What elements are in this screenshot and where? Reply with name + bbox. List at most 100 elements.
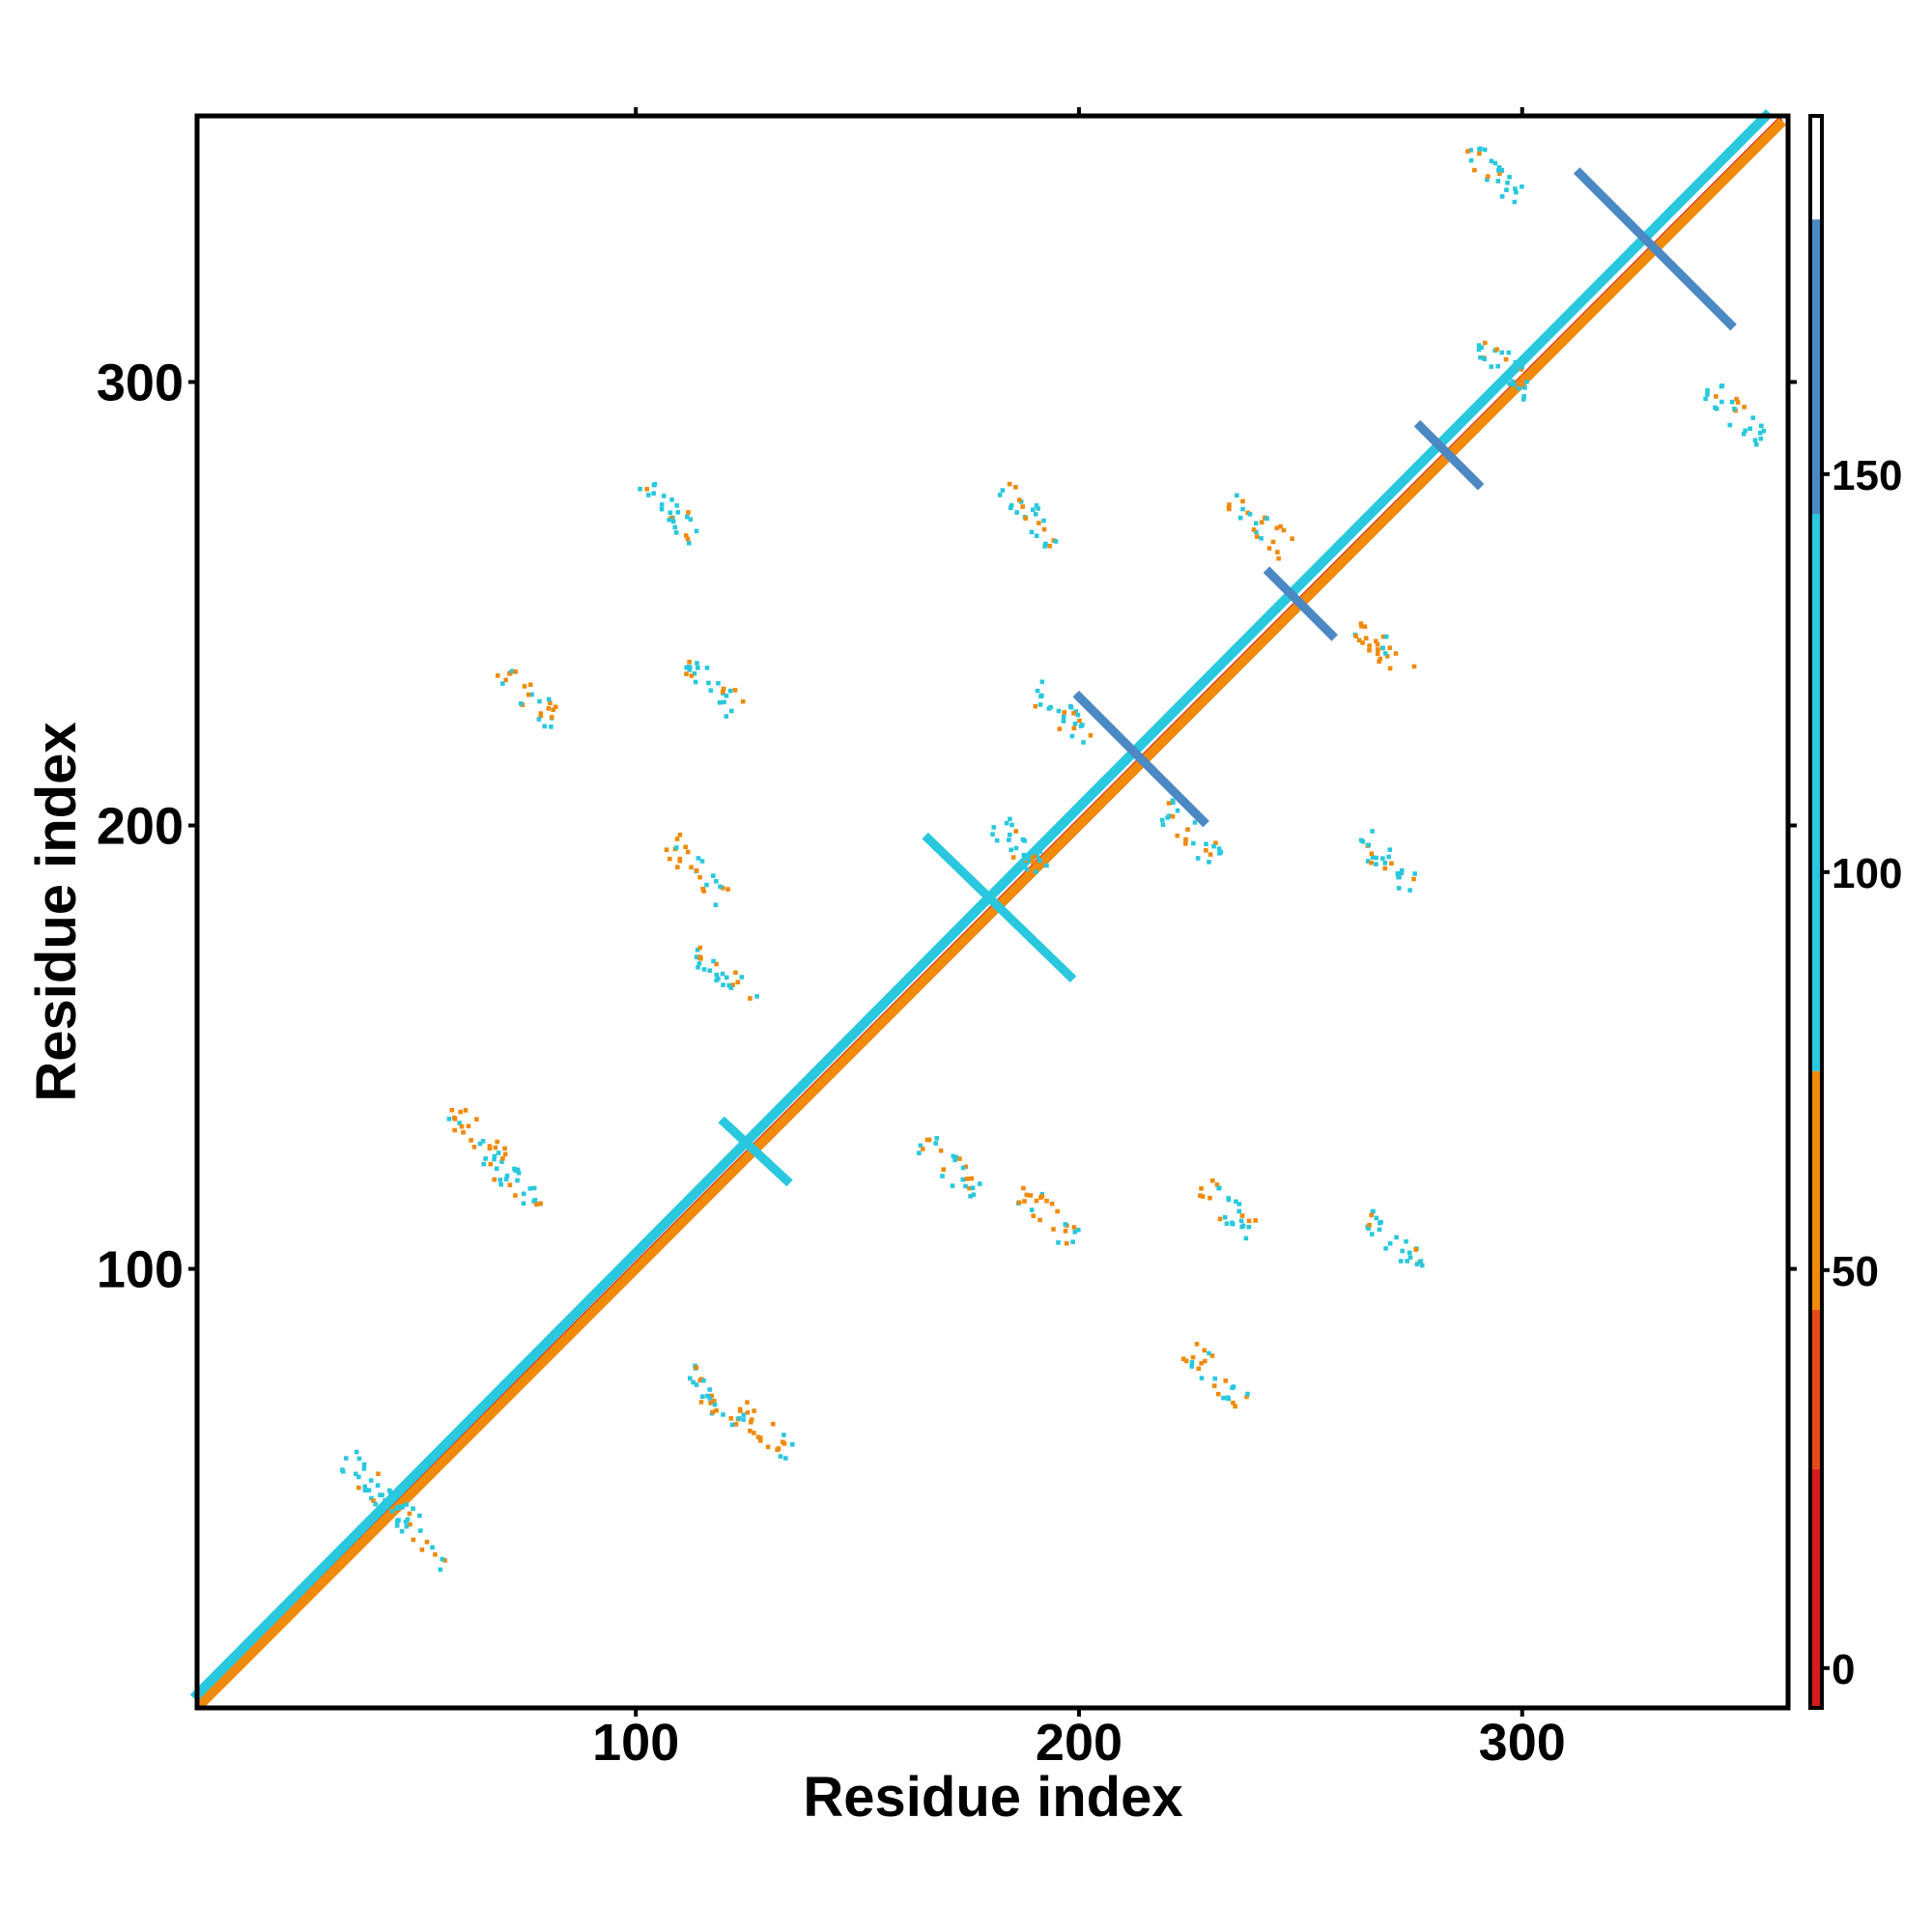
contact-cell: [1378, 656, 1383, 662]
contact-cell: [1062, 710, 1067, 715]
contact-cell: [1276, 555, 1281, 561]
contact-cell: [1204, 841, 1208, 847]
contact-cell: [1411, 876, 1416, 882]
contact-cell: [697, 874, 702, 880]
y-tick-label: 200: [97, 797, 184, 855]
contact-cell: [395, 1518, 401, 1523]
contact-cell: [1377, 659, 1381, 665]
contact-cell: [411, 1537, 416, 1543]
contact-cell: [675, 510, 681, 515]
contact-cell: [667, 517, 672, 523]
contact-cell: [1208, 1195, 1212, 1201]
contact-cell: [515, 1167, 521, 1173]
contact-cell: [1380, 856, 1385, 861]
contact-cell: [1378, 1220, 1382, 1226]
contact-cell: [1714, 394, 1719, 399]
contact-cell: [997, 493, 1003, 497]
contact-cell: [1209, 1353, 1215, 1358]
contact-cell: [1246, 1218, 1252, 1224]
segment-diagonal-band: [194, 118, 1786, 1711]
contact-cell: [1075, 712, 1081, 718]
contact-cluster-12: [1198, 1178, 1258, 1241]
contact-cluster-11: [1015, 1185, 1081, 1246]
colorbar-band-1: [1810, 1310, 1822, 1469]
contact-cell: [718, 884, 723, 890]
contact-cell: [509, 668, 515, 674]
contact-cell: [714, 961, 719, 967]
contact-cell: [531, 1185, 537, 1191]
contact-cell: [446, 1117, 452, 1122]
contact-cell: [1199, 1376, 1205, 1380]
contact-cell: [1020, 504, 1025, 509]
contact-cell: [687, 665, 693, 670]
contact-cell: [1520, 397, 1526, 402]
contact-cell: [677, 858, 683, 864]
contact-cell: [1520, 184, 1524, 189]
contact-cell: [1009, 847, 1013, 853]
contact-cell: [433, 1551, 438, 1557]
contact-cell: [403, 1520, 409, 1524]
colorbar-frame: [1808, 114, 1824, 1710]
contact-cell: [1278, 524, 1283, 529]
contact-cell: [1719, 399, 1724, 405]
contact-cell: [1009, 822, 1014, 828]
contact-cell: [733, 970, 738, 976]
contact-cell: [721, 686, 726, 692]
contact-cell: [670, 519, 676, 525]
contact-cell: [1175, 833, 1180, 838]
contact-cell: [991, 825, 997, 830]
contact-cell: [1506, 350, 1512, 355]
contact-cell: [1367, 1222, 1372, 1228]
contact-cell: [492, 1156, 497, 1162]
contact-cell: [1399, 870, 1405, 876]
contact-cell: [394, 1523, 400, 1528]
contact-cell: [695, 661, 699, 666]
contact-cell: [1492, 160, 1498, 166]
contact-cluster-4: [694, 945, 759, 1001]
contact-cell: [1009, 502, 1014, 508]
contact-cell: [354, 1449, 359, 1455]
contact-cell: [424, 1539, 430, 1545]
contact-cell: [968, 1194, 973, 1199]
contact-cell: [1757, 430, 1763, 436]
contact-cell: [1063, 1222, 1067, 1227]
contact-cluster-21: [340, 1449, 395, 1514]
contact-cell: [1246, 1224, 1252, 1230]
contact-cell: [1037, 521, 1041, 526]
contact-cell: [952, 1157, 957, 1163]
contact-cell: [674, 837, 680, 841]
contact-cell: [720, 689, 725, 695]
contact-cell: [704, 666, 710, 670]
contact-cell: [474, 1117, 479, 1122]
contact-cell: [1386, 854, 1391, 860]
contact-cell: [1369, 851, 1375, 857]
contact-cell: [1180, 1356, 1186, 1362]
contact-cell: [440, 1556, 445, 1562]
contact-cell: [498, 1181, 503, 1187]
contact-cell: [1507, 382, 1512, 386]
contact-cell: [1072, 721, 1078, 726]
contact-cell: [1230, 1221, 1236, 1227]
contact-cell: [1013, 845, 1019, 851]
contact-cell: [1023, 516, 1029, 521]
contact-cell: [1753, 441, 1759, 447]
contact-cell: [1024, 1192, 1030, 1198]
contact-cell: [1499, 194, 1505, 199]
contact-cell: [1080, 723, 1085, 727]
contact-cell: [1482, 356, 1488, 361]
contact-cell: [957, 1156, 962, 1161]
contact-cell: [1215, 1391, 1221, 1397]
contact-cell: [1023, 856, 1028, 862]
contact-cell: [1071, 1225, 1077, 1230]
contact-cell: [371, 1498, 376, 1503]
contact-cell: [716, 681, 721, 686]
contact-cell: [1036, 506, 1040, 511]
contact-cell: [515, 1178, 520, 1183]
segment-cross-330-a: [1573, 167, 1737, 331]
contact-cell: [411, 1506, 415, 1511]
contact-cell: [1247, 512, 1253, 517]
contact-cell: [1061, 714, 1066, 720]
contact-cluster-9: [997, 481, 1059, 549]
contact-cell: [1039, 693, 1044, 698]
contact-cell: [1727, 422, 1733, 428]
